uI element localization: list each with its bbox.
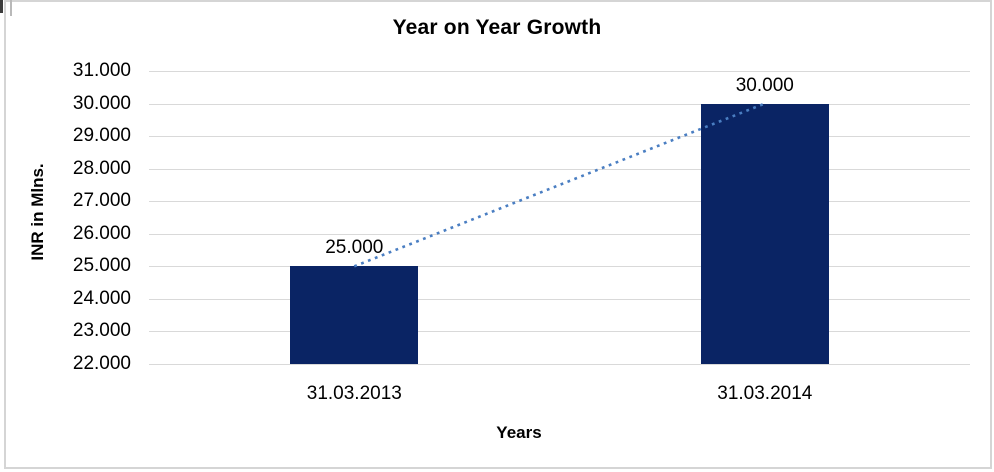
plot-area: 25.000 30.000 — [149, 71, 970, 365]
y-tick-label: 29.000 — [72, 125, 131, 147]
y-tick-label: 28.000 — [72, 157, 131, 179]
y-tick-label: 23.000 — [72, 320, 131, 342]
bar-31.03.2014 — [700, 103, 829, 364]
y-tick-label: 25.000 — [72, 255, 131, 277]
border-artifact — [0, 0, 3, 13]
y-tick-label: 31.000 — [72, 60, 131, 81]
gridline — [149, 364, 970, 365]
gridline — [149, 168, 970, 170]
y-tick-label: 30.000 — [72, 92, 131, 114]
gridline — [149, 201, 970, 203]
x-axis-title: Years — [496, 423, 542, 442]
y-tick-label: 26.000 — [72, 222, 131, 244]
trendline — [353, 102, 766, 268]
gridline — [149, 136, 970, 138]
gridline — [149, 331, 970, 333]
bar-value-label: 25.000 — [325, 237, 384, 259]
border-artifact-2 — [10, 0, 12, 16]
gridline — [149, 71, 970, 72]
x-tick-label: 31.03.2014 — [717, 383, 813, 404]
gridline — [149, 233, 970, 235]
bar-31.03.2013 — [290, 266, 419, 364]
bar-value-label: 30.000 — [735, 74, 794, 96]
chart-title: Year on Year Growth — [392, 16, 602, 39]
gridline — [149, 266, 970, 268]
y-tick-label: 27.000 — [72, 190, 131, 212]
gridline — [149, 103, 970, 105]
y-tick-label: 22.000 — [72, 353, 131, 374]
x-tick-label: 31.03.2013 — [306, 383, 402, 404]
y-tick-label: 24.000 — [72, 287, 131, 309]
gridline — [149, 298, 970, 300]
